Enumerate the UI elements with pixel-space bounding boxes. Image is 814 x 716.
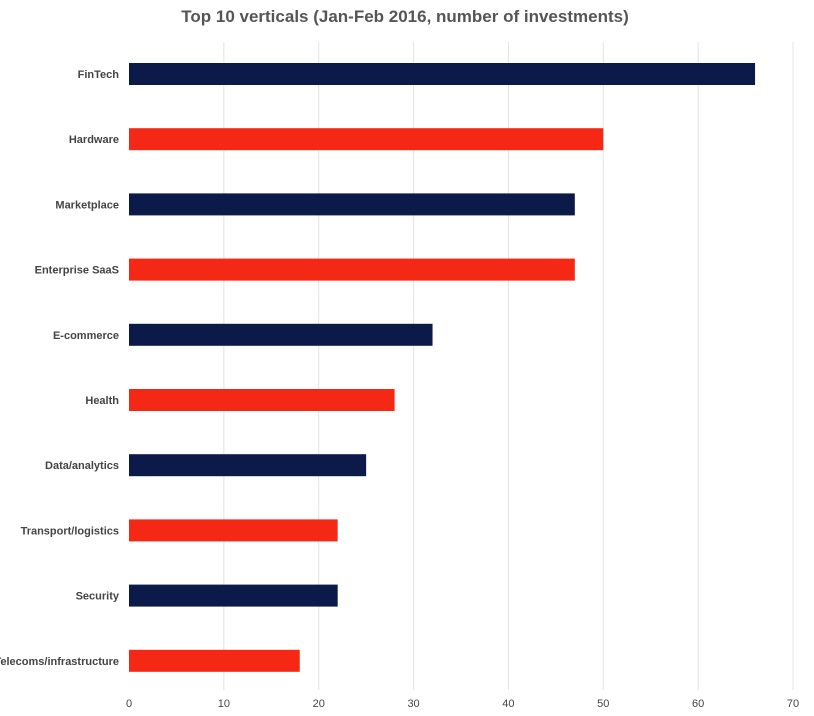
category-label: Marketplace: [55, 199, 119, 211]
category-label: Security: [76, 591, 120, 603]
x-tick-label: 0: [126, 698, 132, 710]
bar: [129, 128, 604, 151]
category-labels: FinTech Hardware Marketplace Enterprise Saa…: [0, 69, 120, 668]
bars: [129, 63, 756, 672]
bar: [129, 454, 367, 477]
x-tick-label: 10: [218, 698, 230, 710]
bar: [129, 649, 300, 672]
category-label: E-commerce: [53, 330, 119, 342]
bar: [129, 258, 575, 281]
bar: [129, 193, 575, 216]
x-tick-label: 50: [597, 698, 609, 710]
bar: [129, 323, 433, 346]
category-label: Hardware: [69, 134, 119, 146]
bar: [129, 63, 756, 85]
bar: [129, 584, 338, 607]
category-label: Health: [85, 395, 119, 407]
x-tick-label: 20: [313, 698, 325, 710]
x-axis-tick-labels: 0 10 20 30 40 50 60 70: [126, 698, 799, 710]
x-tick-label: 70: [787, 698, 799, 710]
bar: [129, 389, 395, 411]
category-label: Data/analytics: [45, 460, 119, 472]
chart-title: Top 10 verticals (Jan-Feb 2016, number o…: [181, 7, 629, 26]
x-tick-label: 60: [692, 698, 704, 710]
category-label: Transport/logistics: [21, 525, 119, 537]
x-tick-label: 40: [502, 698, 514, 710]
category-label: FinTech: [78, 69, 120, 81]
x-tick-label: 30: [407, 698, 419, 710]
category-label: Enterprise SaaS: [35, 265, 119, 277]
bar: [129, 519, 338, 542]
category-label: Telecoms/infrastructure: [0, 656, 119, 668]
